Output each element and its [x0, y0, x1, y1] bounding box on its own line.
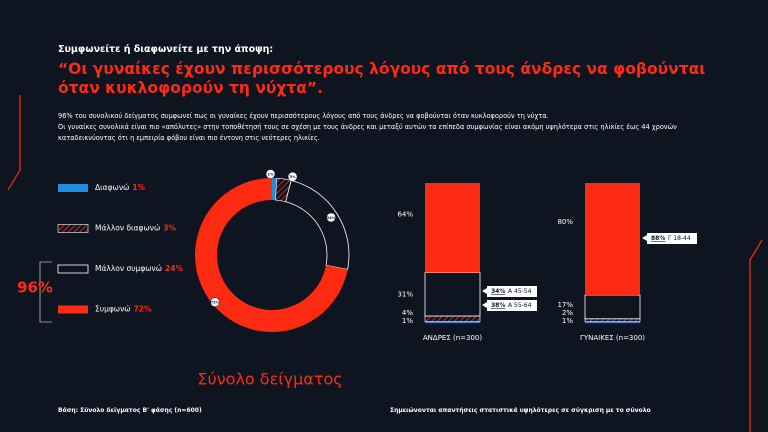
chart-title: Σύνολο δείγματος	[197, 370, 342, 389]
callout-value: 34%	[491, 288, 505, 295]
legend-swatch	[57, 264, 89, 274]
quote: “Οι γυναίκες έχουν περισσότερους λόγους …	[58, 60, 706, 97]
paragraph-line: Οι γυναίκες συνολικά είναι πιο «απόλυτες…	[58, 123, 677, 142]
legend-name: Συμφωνώ	[95, 305, 131, 314]
callout-text: Α 55-64	[508, 302, 532, 309]
bar-segment	[585, 183, 640, 295]
slice-label: 24%	[327, 216, 336, 220]
decor-line	[7, 95, 21, 191]
legend-swatch	[58, 184, 88, 192]
callout-text: Α 45-54	[508, 288, 532, 295]
donut-slice	[285, 179, 350, 270]
value-label: 1%	[402, 317, 413, 325]
bar-segment	[584, 318, 641, 322]
value-label: 1%	[562, 317, 573, 325]
value-label: 64%	[397, 210, 413, 218]
value-label: 31%	[397, 290, 413, 298]
legend-name: Διαφωνώ	[95, 183, 129, 192]
legend-label: Διαφωνώ 1%	[95, 183, 146, 192]
paragraph-line: 96% του συνολικού δείγματος συμφωνεί πως…	[58, 112, 549, 120]
bar-segment	[585, 321, 640, 323]
group-bracket	[39, 261, 52, 323]
value-label: 17%	[557, 301, 573, 309]
slice-label: 72%	[211, 300, 220, 304]
callout-value: 88%	[651, 235, 665, 242]
legend-value: 24%	[165, 264, 183, 273]
footnote: Σημειώνονται απαντήσεις στατιστικά υψηλό…	[390, 407, 651, 414]
legend-name: Μάλλον συμφωνώ	[95, 264, 162, 273]
slice-label-badge	[326, 212, 336, 223]
legend-value: 3%	[163, 224, 176, 233]
callout-box	[487, 286, 537, 297]
callout-box	[647, 233, 697, 244]
legend-value: 1%	[132, 183, 145, 192]
legend-label: Μάλλον συμφωνώ 24%	[95, 264, 183, 273]
slice-label: 1%	[267, 172, 274, 176]
slice-label-badge	[210, 297, 220, 307]
callout-pointer	[642, 235, 647, 241]
legend-value: 72%	[134, 305, 152, 314]
callout-pointer	[482, 302, 487, 308]
callout-value: 38%	[491, 302, 505, 309]
category-label: ΓΥΝΑΙΚΕΣ (n=300)	[580, 334, 645, 342]
callout-box	[487, 300, 537, 311]
group-label: 96%	[17, 279, 53, 297]
callout-pointer	[482, 288, 487, 294]
legend-swatch	[57, 224, 89, 233]
callout-text: Γ 18-44	[668, 235, 691, 242]
legend-name: Μάλλον διαφωνώ	[95, 224, 160, 233]
decor-line	[749, 239, 763, 432]
bar-segment	[425, 321, 480, 323]
legend-swatch	[58, 305, 88, 314]
value-label: 4%	[402, 309, 413, 317]
bar-segment	[424, 315, 481, 322]
bar-segment	[584, 294, 641, 320]
category-label: ΑΝΔΡΕΣ (n=300)	[423, 334, 482, 342]
paragraph: 96% του συνολικού δείγματος συμφωνεί πως…	[58, 111, 708, 144]
legend-label: Μάλλον διαφωνώ 3%	[95, 224, 176, 233]
slice-label: 3%	[290, 175, 297, 179]
question: Συμφωνείτε ή διαφωνείτε με την άποψη:	[58, 44, 274, 55]
value-label: 2%	[562, 309, 573, 317]
legend-label: Συμφωνώ 72%	[95, 305, 152, 314]
bar-segment	[424, 272, 481, 317]
base-note: Βάση: Σύνολο δείγματος Β' φάσης (n=600)	[58, 407, 202, 414]
value-label: 80%	[557, 218, 573, 226]
bar-segment	[425, 183, 480, 273]
